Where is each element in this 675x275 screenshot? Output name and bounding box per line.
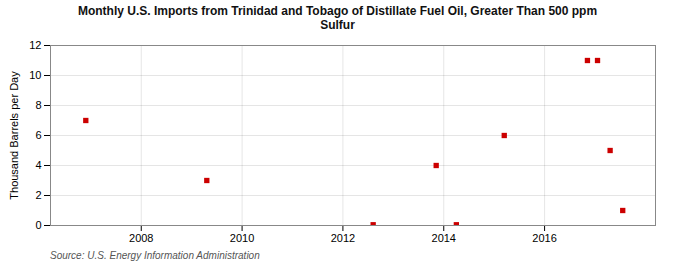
svg-text:2008: 2008 [129,232,153,244]
svg-text:Thousand Barrels per Day: Thousand Barrels per Day [8,71,20,200]
svg-text:2: 2 [35,189,41,201]
svg-text:0: 0 [35,219,41,231]
svg-text:12: 12 [29,39,41,51]
svg-text:2012: 2012 [331,232,355,244]
html-text:Monthly U.S. Imports from Trin: Monthly U.S. Imports from Trinidad and T… [77,4,598,33]
svg-text:8: 8 [35,99,41,111]
svg-text:6: 6 [35,129,41,141]
svg-text:10: 10 [29,69,41,81]
svg-text:2010: 2010 [230,232,254,244]
svg-text:2016: 2016 [532,232,556,244]
html-text:Source: U.S. Energy Informatio: Source: U.S. Energy Information Administ… [50,249,260,261]
svg-text:4: 4 [35,159,41,171]
svg-text:2014: 2014 [432,232,456,244]
